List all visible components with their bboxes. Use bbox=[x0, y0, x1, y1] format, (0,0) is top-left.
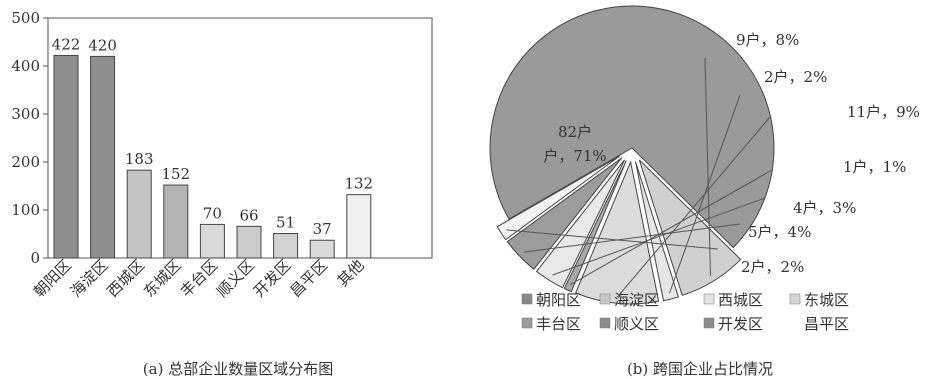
y-tick-label: 500 bbox=[11, 9, 40, 27]
legend-swatch bbox=[521, 317, 533, 329]
pie-leader-line bbox=[506, 229, 719, 250]
legend-item: 昌平区 bbox=[790, 315, 849, 333]
pie-slice-label: 2户，2% bbox=[741, 258, 804, 276]
bar bbox=[163, 184, 189, 259]
legend-label: 丰台区 bbox=[536, 315, 581, 333]
bars bbox=[53, 54, 372, 259]
bar-chart-caption: (a) 总部企业数量区域分布图 bbox=[143, 360, 333, 378]
pie-leader-line bbox=[552, 197, 766, 276]
bar bbox=[309, 239, 335, 259]
legend-label: 东城区 bbox=[804, 291, 849, 309]
pie-leader-line bbox=[704, 57, 711, 276]
pie-slice-label: 9户，8% bbox=[736, 31, 799, 49]
y-tick-label: 0 bbox=[30, 249, 40, 267]
pie-leader-line bbox=[616, 116, 771, 298]
bar bbox=[236, 225, 262, 259]
pie-slice-label: 1户，1% bbox=[843, 158, 906, 176]
bar bbox=[126, 169, 152, 259]
pie-slice bbox=[535, 159, 626, 289]
pie-slice bbox=[496, 155, 621, 241]
pie-slice-label: 82户 bbox=[558, 123, 592, 141]
legend-swatch bbox=[599, 317, 611, 329]
legend-item: 海淀区 bbox=[599, 291, 659, 309]
bar-value-label: 420 bbox=[88, 36, 117, 54]
legend-label: 顺义区 bbox=[614, 315, 659, 333]
bar-value-labels: 422 420 183 152 70 66 51 37 132 bbox=[52, 35, 373, 238]
bar bbox=[90, 55, 116, 259]
pie-slice bbox=[635, 161, 680, 302]
pie-slice bbox=[575, 160, 660, 305]
y-tick-label: 100 bbox=[11, 201, 40, 219]
y-axis: 0 100 200 300 400 500 bbox=[11, 9, 48, 267]
x-tick-label: 丰台区 bbox=[177, 256, 222, 301]
pie-slice-label: 2户，2% bbox=[764, 68, 827, 86]
legend-item: 丰台区 bbox=[521, 315, 581, 333]
legend-label: 昌平区 bbox=[804, 315, 849, 333]
x-tick-label: 昌平区 bbox=[286, 256, 331, 301]
pie-slice bbox=[506, 157, 623, 270]
y-tick-label: 200 bbox=[11, 153, 40, 171]
bar-value-label: 132 bbox=[344, 175, 373, 193]
x-tick-label: 海淀区 bbox=[67, 256, 112, 301]
bar-value-label: 422 bbox=[52, 35, 81, 53]
bar-value-label: 70 bbox=[203, 204, 222, 222]
legend-item: 朝阳区 bbox=[521, 291, 581, 309]
x-tick-label: 西城区 bbox=[103, 256, 148, 301]
pie-slice-label: 5户，4% bbox=[748, 223, 811, 241]
legend-swatch bbox=[521, 293, 533, 305]
bar bbox=[53, 54, 79, 259]
pie-slice bbox=[563, 160, 627, 293]
pie-leader-line bbox=[570, 169, 773, 286]
pie-slice bbox=[489, 5, 775, 249]
x-tick-label: 顺义区 bbox=[213, 256, 258, 301]
pie-leader-lines bbox=[506, 57, 773, 298]
pie-chart-caption: (b) 跨国企业占比情况 bbox=[627, 360, 773, 378]
legend-swatch bbox=[789, 293, 801, 305]
legend-item: 西城区 bbox=[703, 291, 763, 309]
bar-value-label: 51 bbox=[276, 214, 295, 232]
legend-swatch bbox=[599, 293, 611, 305]
legend-item: 开发区 bbox=[703, 315, 763, 333]
pie-slices bbox=[489, 5, 775, 305]
legend-swatch bbox=[703, 293, 715, 305]
bar-value-label: 66 bbox=[239, 206, 258, 224]
legend-swatch bbox=[790, 318, 800, 328]
bar bbox=[346, 194, 372, 259]
pie-slice-label: 户，71% bbox=[543, 147, 606, 165]
x-tick-label: 其他 bbox=[334, 256, 368, 290]
bar-chart: 0 100 200 300 400 500 422 420 183 152 70 66 51 37 132… bbox=[11, 9, 433, 378]
legend-label: 海淀区 bbox=[614, 291, 659, 309]
legend-label: 西城区 bbox=[718, 291, 763, 309]
legend-item: 顺义区 bbox=[599, 315, 659, 333]
x-tick-label: 开发区 bbox=[250, 256, 295, 301]
pie-slice-label: 4户，3% bbox=[793, 199, 856, 217]
pie-leader-line bbox=[523, 223, 741, 253]
bar-value-label: 183 bbox=[125, 150, 154, 168]
legend-swatch bbox=[703, 317, 715, 329]
legend-label: 朝阳区 bbox=[536, 291, 581, 309]
pie-slice bbox=[638, 159, 742, 296]
legend-label: 开发区 bbox=[718, 315, 763, 333]
bar-value-label: 37 bbox=[313, 220, 332, 238]
bar-value-label: 152 bbox=[161, 165, 190, 183]
y-tick-label: 300 bbox=[11, 105, 40, 123]
bar bbox=[273, 233, 299, 259]
legend-item: 东城区 bbox=[789, 291, 849, 309]
x-tick-label: 东城区 bbox=[140, 256, 185, 301]
y-tick-label: 400 bbox=[11, 57, 40, 75]
bar bbox=[199, 223, 225, 259]
pie-slice-label: 11户，9% bbox=[847, 103, 920, 121]
